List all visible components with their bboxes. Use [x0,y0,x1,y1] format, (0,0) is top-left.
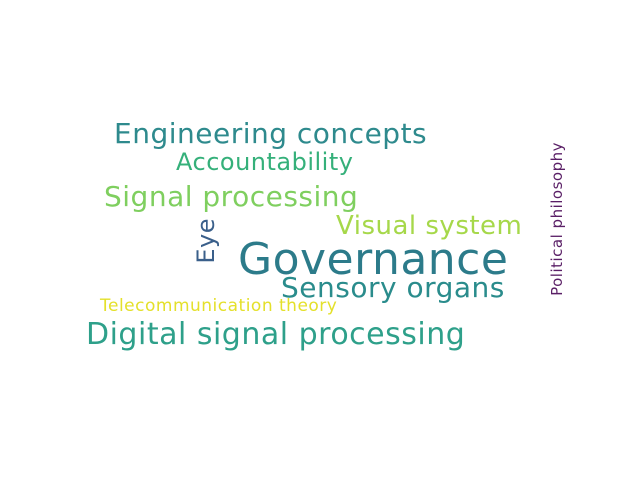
word-engineering-concepts: Engineering concepts [114,117,428,150]
word-accountability: Accountability [176,148,354,176]
word-telecommunication-theory: Telecommunication theory [100,296,338,316]
word-digital-signal-processing: Digital signal processing [86,317,466,352]
word-political-philosophy: Political philosophy [548,142,566,296]
word-visual-system: Visual system [336,211,523,241]
word-governance: Governance [238,234,509,285]
word-sensory-organs: Sensory organs [281,271,505,304]
word-signal-processing: Signal processing [104,180,359,213]
word-eye: Eye [192,218,220,264]
